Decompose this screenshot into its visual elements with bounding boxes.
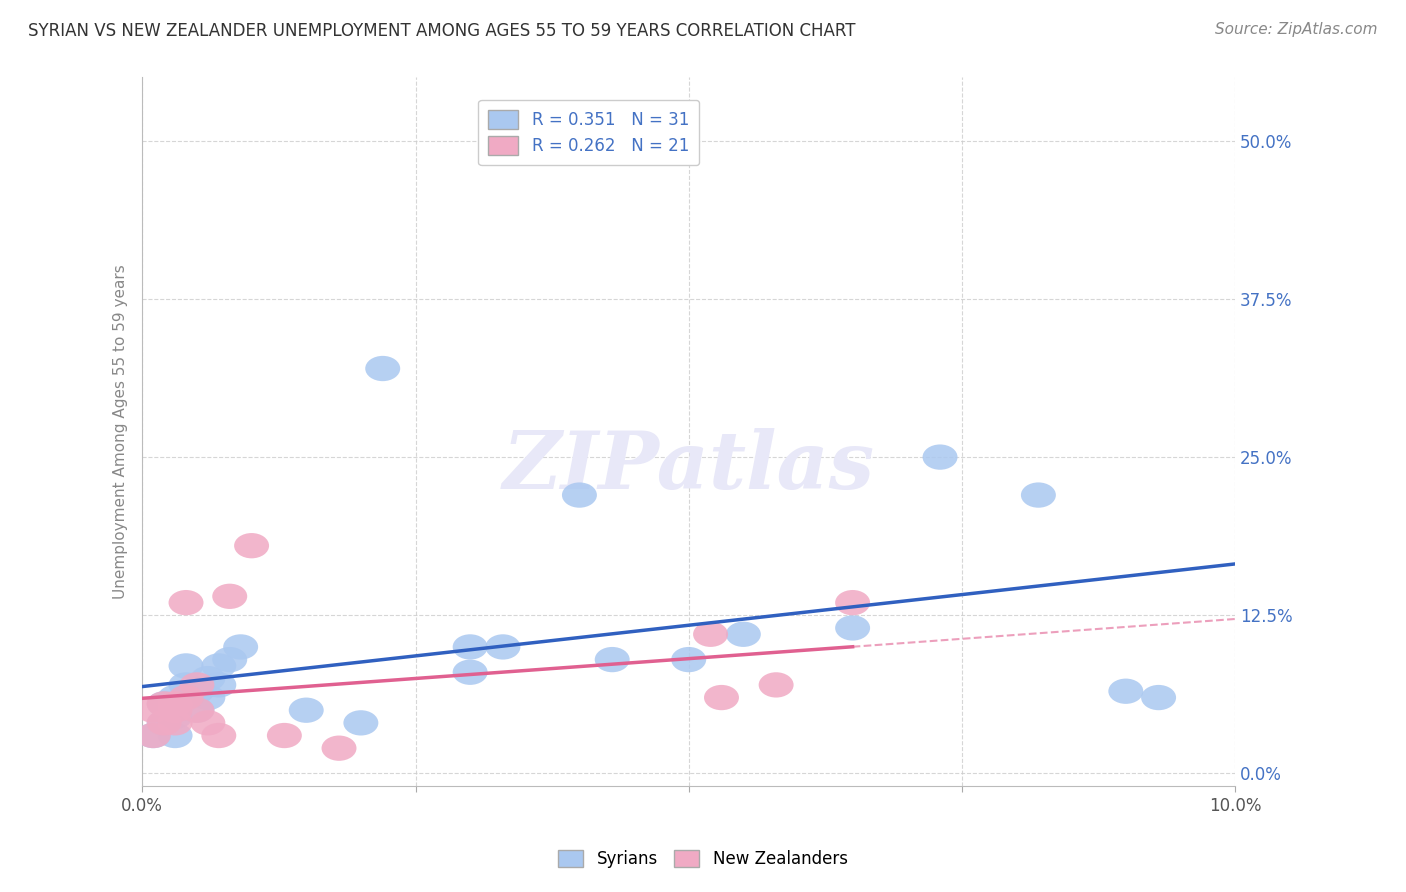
Ellipse shape [1142, 685, 1175, 710]
Ellipse shape [146, 691, 181, 716]
Ellipse shape [453, 659, 488, 685]
Ellipse shape [169, 685, 204, 710]
Ellipse shape [157, 691, 193, 716]
Ellipse shape [136, 723, 170, 748]
Ellipse shape [157, 723, 193, 748]
Ellipse shape [212, 647, 247, 673]
Ellipse shape [169, 673, 204, 698]
Ellipse shape [157, 710, 193, 736]
Ellipse shape [201, 673, 236, 698]
Ellipse shape [922, 444, 957, 470]
Ellipse shape [235, 533, 269, 558]
Ellipse shape [485, 634, 520, 659]
Ellipse shape [190, 666, 225, 691]
Ellipse shape [267, 723, 302, 748]
Ellipse shape [136, 723, 170, 748]
Ellipse shape [704, 685, 740, 710]
Ellipse shape [190, 685, 225, 710]
Ellipse shape [180, 679, 215, 704]
Ellipse shape [201, 653, 236, 679]
Ellipse shape [759, 673, 793, 698]
Ellipse shape [157, 685, 193, 710]
Ellipse shape [671, 647, 706, 673]
Ellipse shape [169, 590, 204, 615]
Legend: R = 0.351   N = 31, R = 0.262   N = 21: R = 0.351 N = 31, R = 0.262 N = 21 [478, 100, 699, 165]
Ellipse shape [1021, 483, 1056, 508]
Ellipse shape [169, 653, 204, 679]
Ellipse shape [157, 698, 193, 723]
Ellipse shape [201, 723, 236, 748]
Ellipse shape [212, 583, 247, 609]
Text: ZIPatlas: ZIPatlas [502, 428, 875, 506]
Ellipse shape [343, 710, 378, 736]
Ellipse shape [835, 590, 870, 615]
Ellipse shape [180, 673, 215, 698]
Text: SYRIAN VS NEW ZEALANDER UNEMPLOYMENT AMONG AGES 55 TO 59 YEARS CORRELATION CHART: SYRIAN VS NEW ZEALANDER UNEMPLOYMENT AMO… [28, 22, 856, 40]
Ellipse shape [453, 634, 488, 659]
Y-axis label: Unemployment Among Ages 55 to 59 years: Unemployment Among Ages 55 to 59 years [114, 264, 128, 599]
Ellipse shape [562, 483, 598, 508]
Ellipse shape [366, 356, 401, 381]
Ellipse shape [322, 736, 357, 761]
Ellipse shape [136, 698, 170, 723]
Ellipse shape [693, 622, 728, 647]
Ellipse shape [224, 634, 259, 659]
Ellipse shape [595, 647, 630, 673]
Ellipse shape [157, 704, 193, 729]
Ellipse shape [146, 691, 181, 716]
Ellipse shape [180, 698, 215, 723]
Ellipse shape [146, 710, 181, 736]
Text: Source: ZipAtlas.com: Source: ZipAtlas.com [1215, 22, 1378, 37]
Ellipse shape [146, 710, 181, 736]
Ellipse shape [1108, 679, 1143, 704]
Ellipse shape [288, 698, 323, 723]
Legend: Syrians, New Zealanders: Syrians, New Zealanders [551, 843, 855, 875]
Ellipse shape [835, 615, 870, 640]
Ellipse shape [180, 698, 215, 723]
Ellipse shape [725, 622, 761, 647]
Ellipse shape [190, 710, 225, 736]
